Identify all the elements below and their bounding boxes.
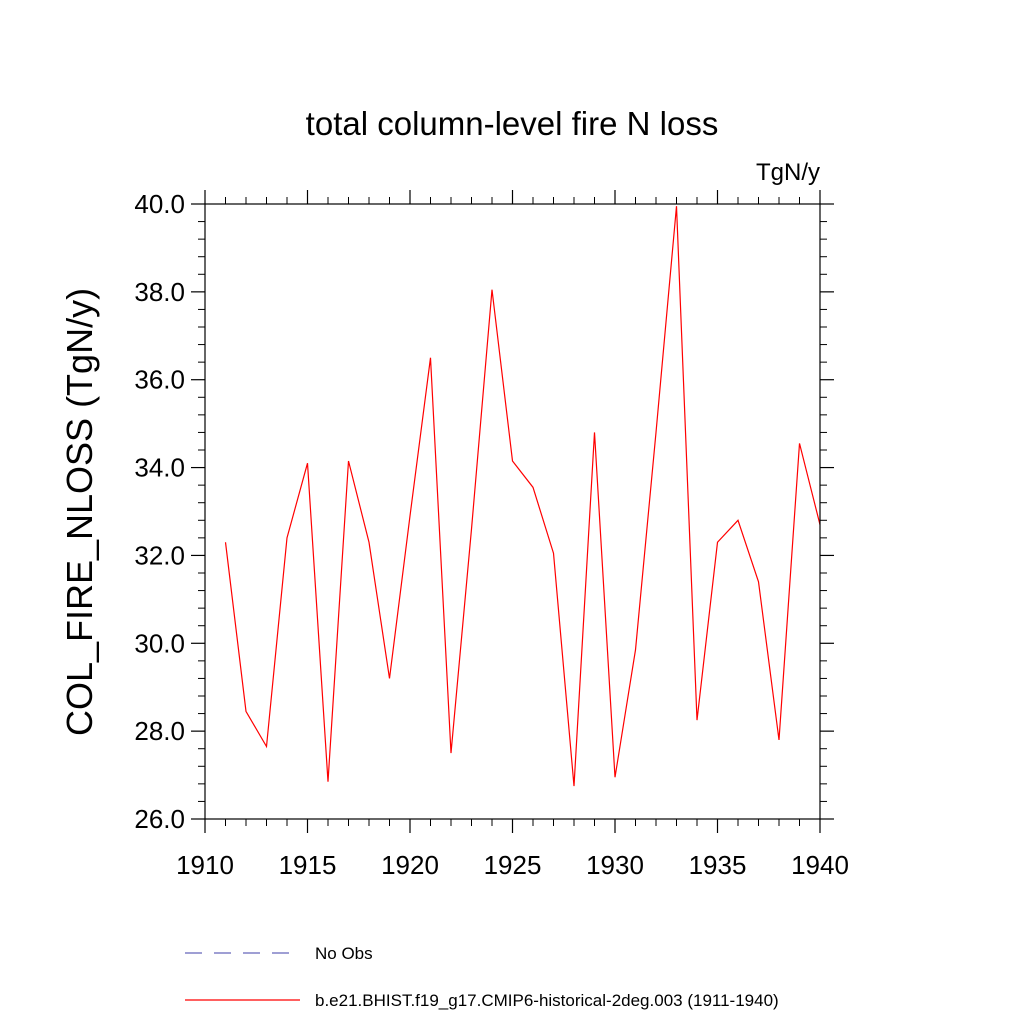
y-tick-label: 38.0 xyxy=(134,277,185,307)
y-tick-label: 32.0 xyxy=(134,540,185,570)
y-tick-label: 40.0 xyxy=(134,189,185,219)
y-tick-label: 28.0 xyxy=(134,716,185,746)
legend-label-model-run: b.e21.BHIST.f19_g17.CMIP6-historical-2de… xyxy=(315,991,779,1010)
plot-area-frame xyxy=(204,203,821,820)
x-tick-label: 1910 xyxy=(176,850,234,880)
axis-ticks xyxy=(191,190,834,833)
x-tick-label: 1930 xyxy=(586,850,644,880)
legend: No Obs b.e21.BHIST.f19_g17.CMIP6-histori… xyxy=(185,944,779,1010)
chart-title: total column-level fire N loss xyxy=(306,105,719,142)
y-tick-label: 30.0 xyxy=(134,628,185,658)
series-line xyxy=(224,206,821,787)
x-tick-label: 1925 xyxy=(484,850,542,880)
y-tick-label: 36.0 xyxy=(134,365,185,395)
y-axis-label: COL_FIRE_NLOSS (TgN/y) xyxy=(59,288,100,736)
x-tick-label: 1935 xyxy=(689,850,747,880)
units-label: TgN/y xyxy=(756,159,820,186)
series-group xyxy=(224,206,821,787)
x-tick-label: 1915 xyxy=(279,850,337,880)
y-tick-label: 34.0 xyxy=(134,453,185,483)
legend-label-no-obs: No Obs xyxy=(315,944,373,963)
x-tick-label: 1920 xyxy=(381,850,439,880)
x-tick-label: 1940 xyxy=(791,850,849,880)
y-tick-label: 26.0 xyxy=(134,804,185,834)
axis-tick-labels: 1910 1915 1920 1925 1930 1935 1940 26.0 28.0 30.0… xyxy=(134,189,849,880)
